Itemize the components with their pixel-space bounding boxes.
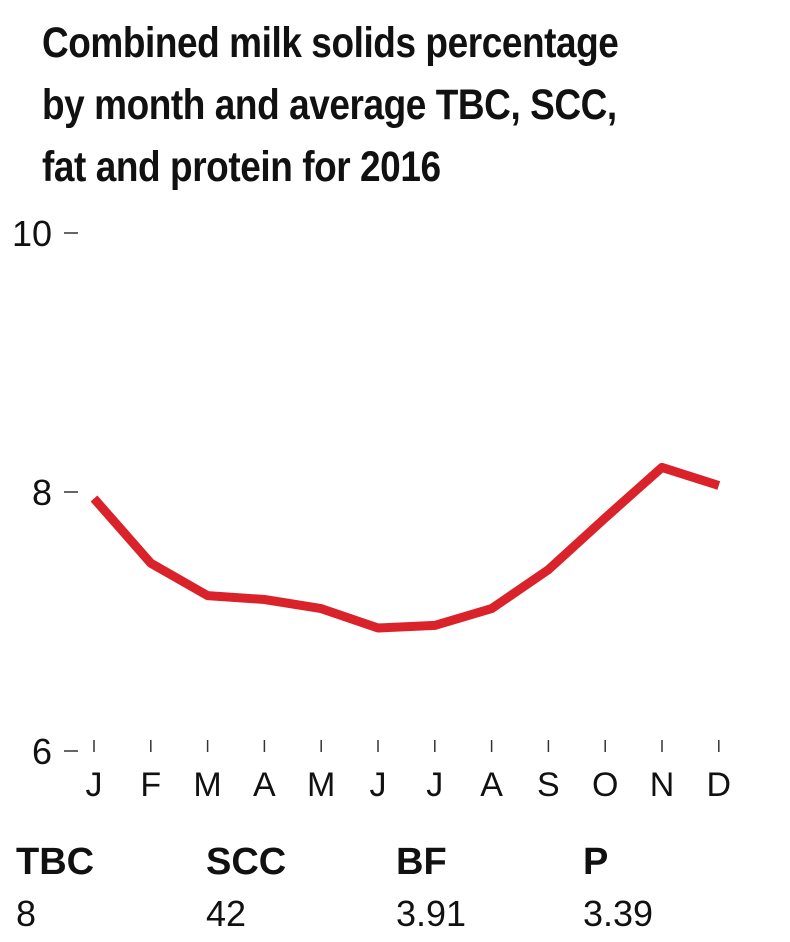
x-tick-label-4: M xyxy=(307,766,335,804)
stat-p-label: P xyxy=(583,841,609,883)
series-line-0 xyxy=(90,462,721,633)
x-tick-label-5: J xyxy=(370,766,387,804)
stat-tbc-value: 8 xyxy=(16,893,37,934)
stat-tbc: TBC 8 xyxy=(16,838,94,938)
x-tick-label-6: J xyxy=(426,766,443,804)
x-tick-label-3: A xyxy=(253,766,276,804)
chart-title: Combined milk solids percentage by month… xyxy=(42,12,661,198)
chart-title-line-3: fat and protein for 2016 xyxy=(42,143,441,191)
stat-scc-value: 42 xyxy=(206,893,247,934)
x-tick-label-11: D xyxy=(707,766,732,804)
stat-bf-value: 3.91 xyxy=(396,893,467,934)
stat-bf-label: BF xyxy=(396,841,447,883)
stat-tbc-label: TBC xyxy=(16,841,95,883)
stat-bf: BF 3.91 xyxy=(396,838,466,938)
x-tick-label-9: O xyxy=(592,766,618,804)
x-tick-label-10: N xyxy=(650,766,675,804)
stat-p: P 3.39 xyxy=(583,838,653,938)
stat-scc-label: SCC xyxy=(206,841,287,883)
chart-title-line-2: by month and average TBC, SCC, xyxy=(42,81,617,129)
x-tick-label-7: A xyxy=(480,766,503,804)
y-tick-label-10: 10 xyxy=(12,213,52,254)
chart-title-line-1: Combined milk solids percentage xyxy=(42,19,619,67)
x-tick-label-2: M xyxy=(193,766,221,804)
x-tick-label-1: F xyxy=(140,766,161,804)
x-tick-label-8: S xyxy=(537,766,560,804)
x-tick-label-0: J xyxy=(86,766,103,804)
stat-scc: SCC 42 xyxy=(206,838,286,938)
stat-p-value: 3.39 xyxy=(583,893,654,934)
y-tick-label-6: 6 xyxy=(32,731,52,772)
y-tick-label-8: 8 xyxy=(32,472,52,513)
